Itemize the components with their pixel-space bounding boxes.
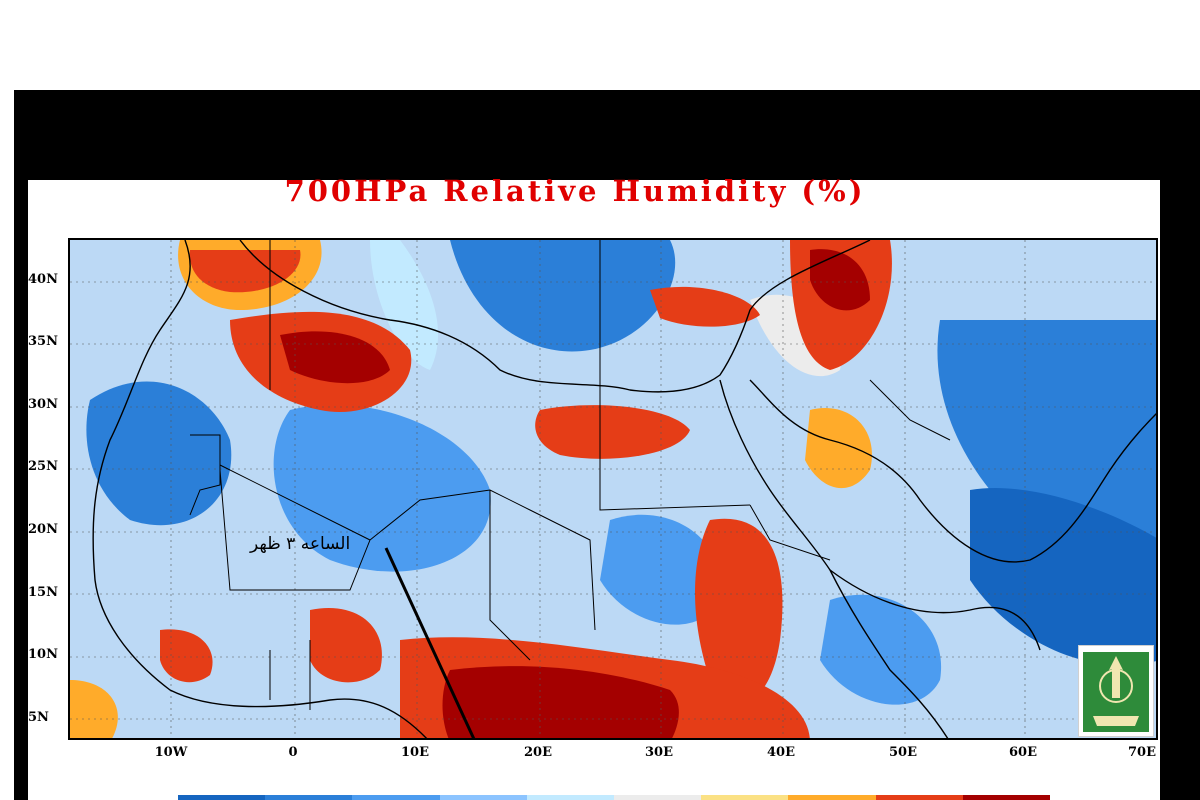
colorbar-segment: [701, 795, 789, 800]
map-title: 700HPa Relative Humidity (%): [284, 174, 866, 208]
lat-label-25n: 25N: [28, 459, 58, 474]
lon-label-30e: 30E: [645, 745, 673, 760]
lat-label-10n: 10N: [28, 647, 58, 662]
lat-label-15n: 15N: [28, 585, 58, 600]
university-emblem-icon: [1078, 645, 1154, 737]
colorbar-segment: [178, 795, 266, 800]
colorbar-segment: [875, 795, 963, 800]
moist-area-turkey: [650, 286, 760, 327]
moist-area-guinea: [160, 629, 213, 683]
annotation-pointer: [384, 547, 476, 738]
moist-core-algeria: [280, 331, 390, 384]
lon-label-60e: 60E: [1009, 745, 1037, 760]
colorbar: [178, 795, 1051, 800]
colorbar-segment: [439, 795, 527, 800]
dry-area-chad: [600, 514, 722, 625]
colorbar-segment: [962, 795, 1051, 800]
colorbar-segment: [265, 795, 353, 800]
lon-label-10w: 10W: [154, 745, 188, 760]
lon-label-20e: 20E: [524, 745, 552, 760]
moist-area-atlantic: [70, 680, 118, 738]
dry-area-sahara: [273, 404, 491, 572]
lon-label-70e: 70E: [1128, 745, 1156, 760]
graticule: [70, 240, 1156, 738]
top-margin: [0, 0, 1200, 90]
colorbar-segment: [788, 795, 876, 800]
moist-core-caucasus: [810, 249, 870, 311]
lon-label-40e: 40E: [767, 745, 795, 760]
lon-label-10e: 10E: [401, 745, 429, 760]
moist-area-iraq: [805, 408, 872, 489]
lat-label-35n: 35N: [28, 334, 58, 349]
lon-label-0: 0: [288, 745, 298, 760]
colorbar-segment: [526, 795, 615, 800]
dry-area-horn: [820, 594, 942, 705]
humidity-field: [70, 240, 1156, 738]
dry-area-westsahara: [86, 381, 232, 526]
colorbar-segment: [614, 795, 702, 800]
moist-core-iberia: [189, 250, 301, 293]
country-borders: [189, 240, 951, 710]
lat-label-30n: 30N: [28, 397, 58, 412]
lon-label-50e: 50E: [889, 745, 917, 760]
coastlines: [92, 240, 1156, 738]
moist-area-libya-egypt: [535, 405, 690, 459]
dry-area-arabian-sea: [970, 488, 1156, 666]
lat-label-20n: 20N: [28, 522, 58, 537]
moist-core-central-africa: [442, 666, 679, 738]
moist-area-nigeria: [310, 608, 382, 683]
lat-label-5n: 5N: [28, 710, 49, 725]
lat-label-40n: 40N: [28, 272, 58, 287]
colorbar-segment: [352, 795, 440, 800]
light-area-libya: [370, 240, 439, 370]
dry-area-mediterranean: [450, 240, 676, 352]
time-annotation: الساعه ٣ ظهر: [250, 534, 351, 554]
humidity-map[interactable]: [68, 238, 1158, 740]
